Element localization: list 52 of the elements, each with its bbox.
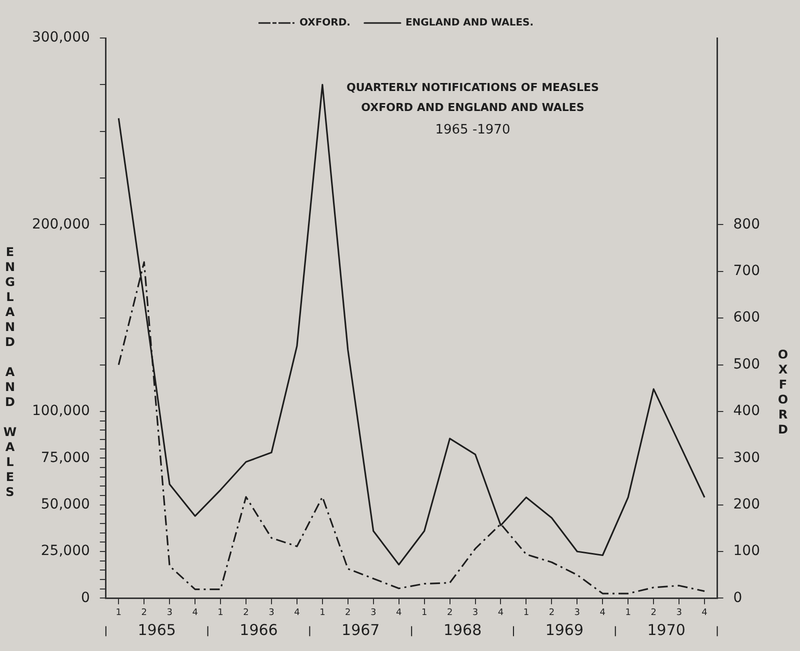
text: 1966 [240, 621, 278, 640]
x-tick-label: 3 [472, 608, 478, 618]
y-tick-label: 75,000 [40, 450, 90, 466]
text: 1969 [545, 621, 584, 640]
x-tick-label: 1 [320, 608, 326, 618]
text: ENGLAND AND WALES [3, 245, 17, 500]
x-tick-label: 1 [218, 608, 224, 618]
x-tick-label: 4 [396, 608, 402, 618]
text: 1965 [138, 621, 176, 640]
y-tick-label: 50,000 [40, 496, 90, 512]
text: 1968 [443, 621, 482, 640]
y2-tick-label: 200 [733, 496, 760, 512]
y2-tick-label: 300 [733, 450, 760, 466]
y2-tick-label: 800 [733, 216, 760, 232]
x-tick-label: 4 [192, 608, 198, 618]
y-tick-label: 300,000 [32, 30, 90, 46]
y2-tick-label: 100 [733, 543, 760, 560]
y2-axis-title: OXFORD [778, 348, 788, 437]
x-tick-label: 2 [243, 608, 249, 618]
y-tick-label: 25,000 [40, 543, 90, 560]
text: 1967 [342, 621, 380, 640]
y2-tick-label: 0 [733, 590, 742, 606]
x-tick-label: 1 [116, 608, 122, 618]
y-tick-label: 200,000 [32, 216, 90, 232]
y-tick-label: 100,000 [32, 403, 90, 420]
legend-label: ENGLAND AND WALES. [405, 18, 534, 29]
x-tick-label: 3 [574, 608, 580, 618]
x-tick-label: 3 [370, 608, 376, 618]
x-tick-label: 3 [268, 608, 274, 618]
x-tick-label: 2 [446, 608, 453, 618]
x-tick-label: 3 [166, 608, 172, 618]
x-tick-label: 1 [523, 608, 530, 618]
x-tick-label: 2 [548, 608, 555, 618]
y-tick-label: 0 [80, 590, 90, 606]
x-tick-label: 1 [625, 608, 631, 618]
x-tick-label: 3 [676, 608, 682, 618]
y2-tick-label: 400 [733, 403, 760, 420]
x-tick-label: 2 [141, 608, 147, 618]
x-tick-label: 4 [294, 608, 300, 618]
text: OXFORD AND ENGLAND AND WALES 1965 -1970 [361, 100, 584, 138]
y2-tick-label: 600 [733, 310, 760, 326]
x-tick-label: 1 [421, 608, 428, 618]
y2-tick-label: 700 [733, 263, 760, 280]
text: 1970 [647, 621, 686, 640]
x-tick-label: 2 [650, 608, 656, 618]
text: QUARTERLY NOTIFICATIONS OF MEASLES [346, 80, 600, 94]
x-tick-label: 2 [345, 608, 351, 618]
legend-label: OXFORD. [299, 18, 350, 29]
x-tick-label: 4 [600, 608, 606, 618]
y2-tick-label: 500 [733, 356, 760, 372]
x-tick-label: 4 [498, 608, 504, 618]
x-tick-label: 4 [702, 608, 708, 618]
